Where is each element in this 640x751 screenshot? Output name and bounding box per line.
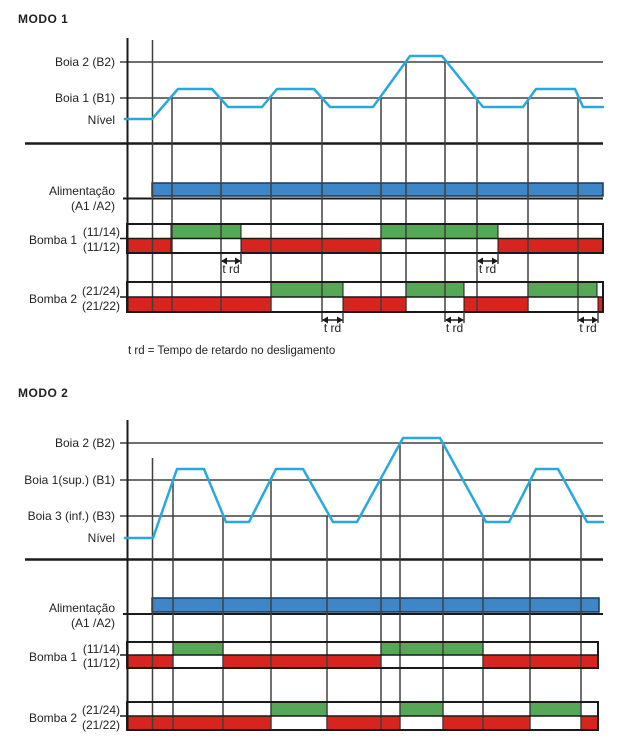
pump1-on-segment xyxy=(380,223,499,239)
pump1-off-segment xyxy=(240,238,382,254)
pump1-off-segment xyxy=(222,654,382,669)
float-label: Boia 2 (B2) xyxy=(55,436,115,450)
pump2-on-segment xyxy=(270,281,344,298)
mode2-title: MODO 2 xyxy=(18,386,68,400)
trd-arrowhead-right xyxy=(337,316,343,324)
trd-label: t rd xyxy=(479,262,496,276)
mode1-title: MODO 1 xyxy=(18,12,68,26)
pump2-nc-contact-label: (21/22) xyxy=(82,718,120,732)
pump1-nc-contact-label: (11/12) xyxy=(83,656,120,670)
trd-arrowhead-right xyxy=(492,257,498,265)
trd-arrowhead-left xyxy=(221,257,227,265)
trd-arrowhead-left xyxy=(322,316,328,324)
diagrams-render-root: Boia 2 (B2)Boia 1 (B1)NívelAlimentação(A… xyxy=(24,38,605,732)
power-label: Alimentação xyxy=(49,184,115,198)
pump1-on-segment xyxy=(380,641,484,656)
power-terminals-label: (A1 /A2) xyxy=(71,616,115,630)
pump1-label: Bomba 1 xyxy=(29,233,77,247)
trd-arrowhead-right xyxy=(592,316,598,324)
level-waveform xyxy=(123,436,605,540)
pump2-off-segment xyxy=(342,296,407,313)
trd-arrowhead-right xyxy=(235,257,241,265)
pump1-on-segment xyxy=(170,223,242,239)
power-supply-bar xyxy=(151,182,604,197)
pump2-off-segment xyxy=(326,715,401,731)
pump1-label: Bomba 1 xyxy=(29,650,77,664)
power-label: Alimentação xyxy=(49,601,115,615)
pump2-off-segment xyxy=(126,715,272,731)
float-label: Boia 2 (B2) xyxy=(55,55,115,69)
power-supply-bar xyxy=(151,597,600,613)
float-label: Boia 1(sup.) (B1) xyxy=(24,473,115,487)
pump1-no-contact-label: (11/14) xyxy=(83,642,120,656)
pump2-nc-contact-label: (21/22) xyxy=(82,299,120,313)
trd-arrowhead-left xyxy=(445,316,451,324)
pump2-off-segment xyxy=(580,715,599,731)
trd-arrowhead-right xyxy=(458,316,464,324)
level-waveform xyxy=(123,54,605,121)
pump2-label: Bomba 2 xyxy=(29,292,77,306)
pump1-nc-contact-label: (11/12) xyxy=(83,240,120,254)
level-label: Nível xyxy=(88,531,115,545)
pump2-on-segment xyxy=(270,701,328,717)
pump2-on-segment xyxy=(405,281,465,298)
trd-arrowhead-left xyxy=(578,316,584,324)
pump1-off-segment xyxy=(126,238,172,254)
pump2-label: Bomba 2 xyxy=(29,711,77,725)
timing-diagram-mode-1: Boia 2 (B2) Boia 1 (B1) Nível Alimentação(A… xyxy=(25,38,605,335)
pump2-on-segment xyxy=(399,701,444,717)
pump2-on-segment xyxy=(529,701,582,717)
pump2-no-contact-label: (21/24) xyxy=(82,703,120,717)
level-label: Nível xyxy=(88,113,115,127)
trd-caption: t rd = Tempo de retardo no desligamento xyxy=(128,345,335,357)
pump1-off-segment xyxy=(126,654,174,669)
timing-diagram-mode-2: Boia 2 (B2) Boia 1(sup.) (B1) Boia 3 (inf.… xyxy=(24,420,605,732)
trd-label: t rd xyxy=(579,321,596,335)
pump1-on-segment xyxy=(172,641,224,656)
pump1-no-contact-label: (11/14) xyxy=(83,225,120,239)
trd-arrowhead-left xyxy=(477,257,483,265)
power-terminals-label: (A1 /A2) xyxy=(71,199,115,213)
trd-label: t rd xyxy=(324,321,341,335)
trd-label: t rd xyxy=(222,262,239,276)
pump2-no-contact-label: (21/24) xyxy=(82,284,120,298)
pump2-off-segment xyxy=(442,715,531,731)
pump2-on-segment xyxy=(527,281,598,298)
float-label: Boia 1 (B1) xyxy=(55,91,115,105)
pump2-off-segment xyxy=(463,296,529,313)
pump2-off-segment xyxy=(126,296,272,313)
trd-label: t rd xyxy=(446,321,463,335)
float-label: Boia 3 (inf.) (B3) xyxy=(28,509,115,523)
pump1-off-segment xyxy=(497,238,604,254)
